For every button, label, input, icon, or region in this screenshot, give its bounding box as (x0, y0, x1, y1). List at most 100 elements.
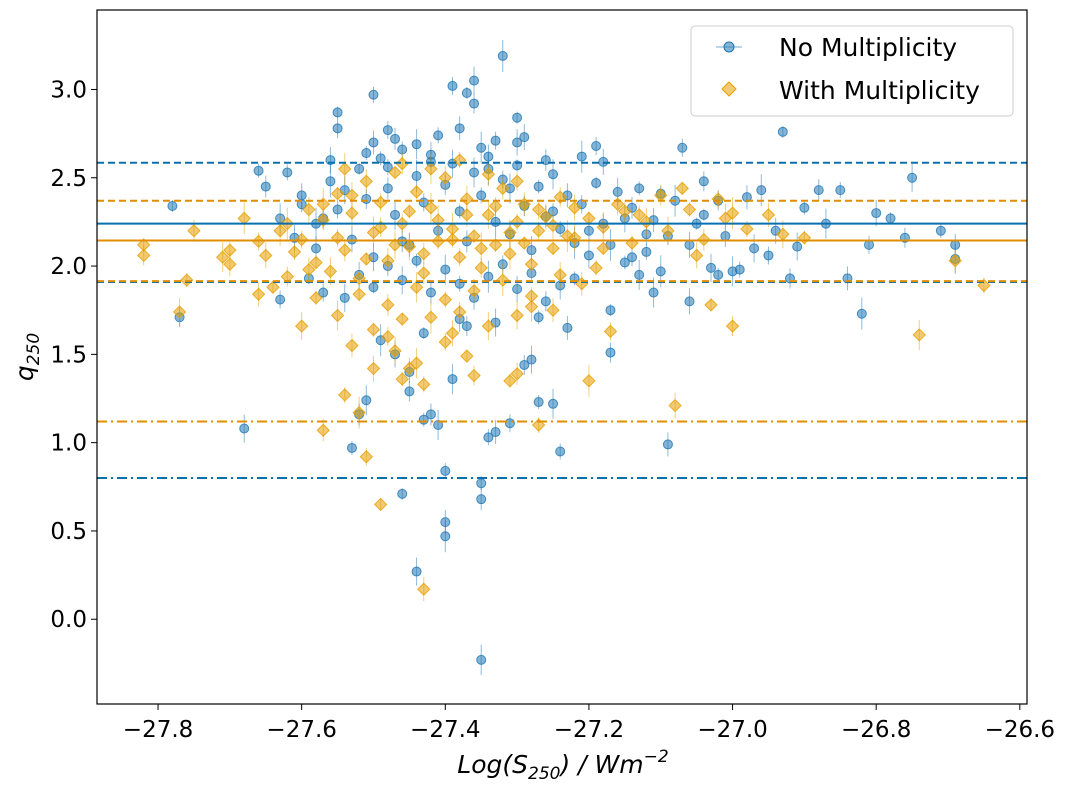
data-point-with-multiplicity (460, 208, 474, 222)
legend-label-no-multiplicity: No Multiplicity (779, 33, 957, 62)
data-point-no-multiplicity (591, 140, 602, 151)
data-point-no-multiplicity (461, 87, 472, 98)
data-point-no-multiplicity (325, 176, 336, 187)
data-point-with-multiplicity (223, 257, 237, 271)
data-point-no-multiplicity (548, 169, 559, 180)
data-point-no-multiplicity (871, 208, 882, 219)
data-point-no-multiplicity (526, 354, 537, 365)
data-point-no-multiplicity (483, 432, 494, 443)
data-point-no-multiplicity (476, 142, 487, 153)
data-point-with-multiplicity (496, 273, 510, 287)
data-point-with-multiplicity (452, 250, 467, 264)
data-point-no-multiplicity (425, 409, 436, 420)
data-point-no-multiplicity (311, 243, 322, 254)
data-point-no-multiplicity (540, 296, 551, 307)
data-point-no-multiplicity (605, 305, 616, 316)
data-point-with-multiplicity (273, 224, 287, 238)
data-point-with-multiplicity (510, 367, 524, 381)
data-point-with-multiplicity (266, 280, 280, 294)
data-point-with-multiplicity (503, 225, 517, 240)
data-point-no-multiplicity (907, 172, 918, 183)
data-point-no-multiplicity (354, 163, 365, 174)
data-point-no-multiplicity (368, 282, 379, 293)
y-tick-label: 1.0 (50, 431, 87, 457)
data-point-with-multiplicity (330, 308, 345, 323)
data-point-with-multiplicity (740, 222, 754, 236)
data-point-no-multiplicity (813, 185, 824, 196)
legend-marker-no-multiplicity (723, 41, 735, 53)
legend-box (690, 25, 1014, 117)
data-point-with-multiplicity (661, 224, 675, 238)
data-point-no-multiplicity (382, 125, 393, 136)
data-point-with-multiplicity (309, 255, 323, 270)
data-point-no-multiplicity (411, 170, 422, 181)
axes: −27.8 −27.6 −27.4 −27.2 −27.0 −26.8 −26.6 0.0 0.… (50, 9, 1055, 743)
data-point-with-multiplicity (172, 305, 187, 319)
data-point-with-multiplicity (589, 261, 603, 275)
data-point-with-multiplicity (345, 338, 359, 353)
data-point-no-multiplicity (461, 321, 472, 332)
data-point-no-multiplicity (490, 216, 501, 227)
data-point-no-multiplicity (641, 246, 652, 257)
data-point-with-multiplicity (510, 308, 524, 323)
data-point-no-multiplicity (476, 494, 487, 505)
data-point-with-multiplicity (395, 312, 409, 326)
data-point-with-multiplicity (417, 582, 431, 596)
data-point-no-multiplicity (655, 266, 666, 277)
data-point-with-multiplicity (381, 298, 395, 312)
data-point-no-multiplicity (404, 386, 415, 397)
data-point-no-multiplicity (634, 269, 645, 280)
data-point-with-multiplicity (251, 287, 266, 302)
y-tick-label: 3.0 (50, 77, 87, 103)
data-point-with-multiplicity (467, 284, 481, 298)
data-point-with-multiplicity (675, 181, 689, 196)
y-tick-label: 0.5 (50, 519, 87, 545)
data-point-with-multiplicity (352, 405, 366, 420)
data-point-no-multiplicity (799, 202, 810, 213)
data-point-no-multiplicity (476, 478, 487, 489)
data-point-with-multiplicity (302, 202, 316, 217)
data-point-with-multiplicity (488, 238, 503, 252)
data-point-no-multiplicity (440, 264, 451, 275)
data-point-no-multiplicity (469, 98, 480, 109)
data-point-with-multiplicity (417, 246, 431, 261)
data-point-no-multiplicity (375, 153, 386, 164)
data-point-no-multiplicity (425, 287, 436, 298)
data-point-no-multiplicity (411, 139, 422, 150)
data-point-with-multiplicity (338, 388, 352, 402)
data-point-with-multiplicity (510, 174, 524, 188)
data-point-no-multiplicity (253, 165, 264, 176)
data-point-no-multiplicity (497, 50, 508, 61)
data-point-no-multiplicity (346, 442, 357, 453)
data-point-with-multiplicity (417, 377, 431, 392)
data-point-with-multiplicity (136, 248, 151, 263)
data-point-no-multiplicity (677, 142, 688, 153)
data-point-no-multiplicity (167, 201, 178, 212)
x-tick-label: −27.0 (697, 717, 767, 743)
y-tick-label: 2.0 (50, 254, 87, 280)
data-point-no-multiplicity (454, 123, 465, 134)
data-point-no-multiplicity (239, 423, 250, 434)
data-point-no-multiplicity (504, 418, 515, 429)
data-point-no-multiplicity (440, 465, 451, 476)
data-point-no-multiplicity (583, 250, 594, 261)
data-point-no-multiplicity (476, 654, 487, 665)
data-point-with-multiplicity (488, 199, 503, 213)
data-point-with-multiplicity (345, 206, 359, 220)
y-tick-label: 1.5 (50, 342, 87, 368)
data-point-no-multiplicity (397, 488, 408, 499)
legend-label-with-multiplicity: With Multiplicity (779, 76, 980, 105)
data-point-no-multiplicity (361, 395, 372, 406)
x-tick-label: −27.8 (123, 717, 193, 743)
data-point-with-multiplicity (474, 261, 488, 275)
data-point-with-multiplicity (424, 310, 438, 324)
data-point-no-multiplicity (332, 204, 343, 215)
data-point-no-multiplicity (684, 296, 695, 307)
data-point-with-multiplicity (618, 204, 632, 219)
data-point-with-multiplicity (567, 201, 582, 215)
data-point-with-multiplicity (689, 248, 704, 263)
data-point-no-multiplicity (390, 209, 401, 220)
data-point-no-multiplicity (591, 178, 602, 189)
